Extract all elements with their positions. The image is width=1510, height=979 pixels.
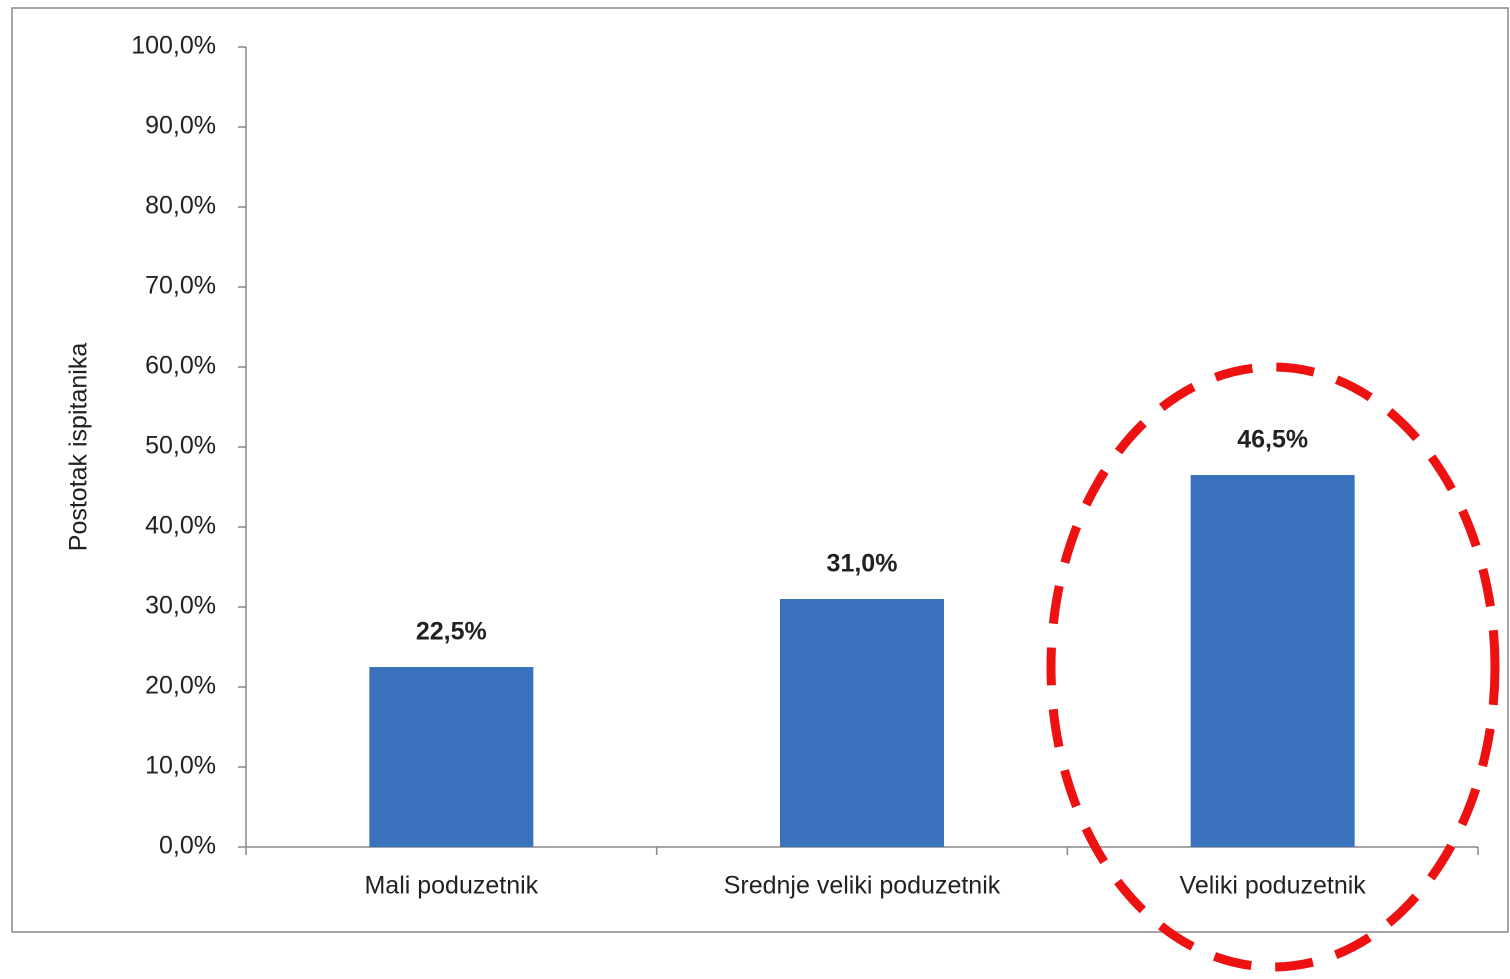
- bar: [1190, 475, 1355, 847]
- plot: 0,0% 10,0% 20,0% 30,0% 40,0% 50,0% 60,0% 70,0% 8…: [131, 32, 1479, 900]
- bar: [369, 667, 534, 847]
- y-tick-label: 50,0%: [145, 432, 216, 460]
- value-label: 31,0%: [827, 550, 898, 578]
- y-tick-label: 60,0%: [145, 352, 216, 380]
- y-tick-label: 40,0%: [145, 512, 216, 540]
- y-tick-label: 70,0%: [145, 272, 216, 300]
- x-tick-label: Mali poduzetnik: [364, 872, 538, 900]
- y-tick-label: 20,0%: [145, 672, 216, 700]
- y-tick-label: 10,0%: [145, 752, 216, 780]
- x-tick-label: Srednje veliki poduzetnik: [724, 872, 1001, 900]
- bar: [780, 599, 944, 847]
- highlight-ellipse: [1046, 362, 1500, 972]
- x-tick-label: Veliki poduzetnik: [1180, 872, 1367, 900]
- y-tick-label: 0,0%: [159, 832, 216, 860]
- y-axis-label: Postotak ispitanika: [65, 343, 93, 552]
- value-label: 46,5%: [1237, 426, 1308, 454]
- y-tick-label: 90,0%: [145, 112, 216, 140]
- y-tick-label: 100,0%: [131, 32, 216, 60]
- y-tick-label: 30,0%: [145, 592, 216, 620]
- value-label: 22,5%: [416, 618, 487, 646]
- y-tick-label: 80,0%: [145, 192, 216, 220]
